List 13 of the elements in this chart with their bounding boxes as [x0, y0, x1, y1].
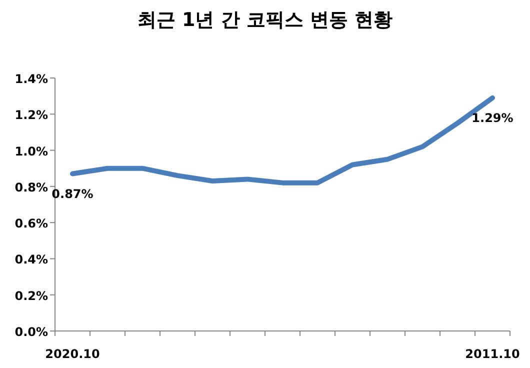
data-label: 0.87%: [52, 186, 94, 201]
x-tick-label: 2011.10: [465, 347, 520, 361]
x-tick-label: 2020.10: [45, 347, 100, 361]
y-tick-label: 0.6%: [14, 216, 48, 231]
y-tick-label: 0.4%: [14, 252, 48, 267]
y-tick-label: 0.8%: [14, 180, 48, 194]
y-tick-label: 0.0%: [14, 325, 48, 339]
chart-title: 최근 1년 간 코픽스 변동 현황: [137, 9, 393, 31]
y-tick-label: 1.4%: [14, 72, 48, 86]
y-tick-label: 1.2%: [14, 108, 48, 122]
y-tick-label: 0.2%: [14, 288, 48, 303]
y-tick-label: 1.0%: [14, 144, 48, 158]
data-label: 1.29%: [472, 110, 514, 125]
